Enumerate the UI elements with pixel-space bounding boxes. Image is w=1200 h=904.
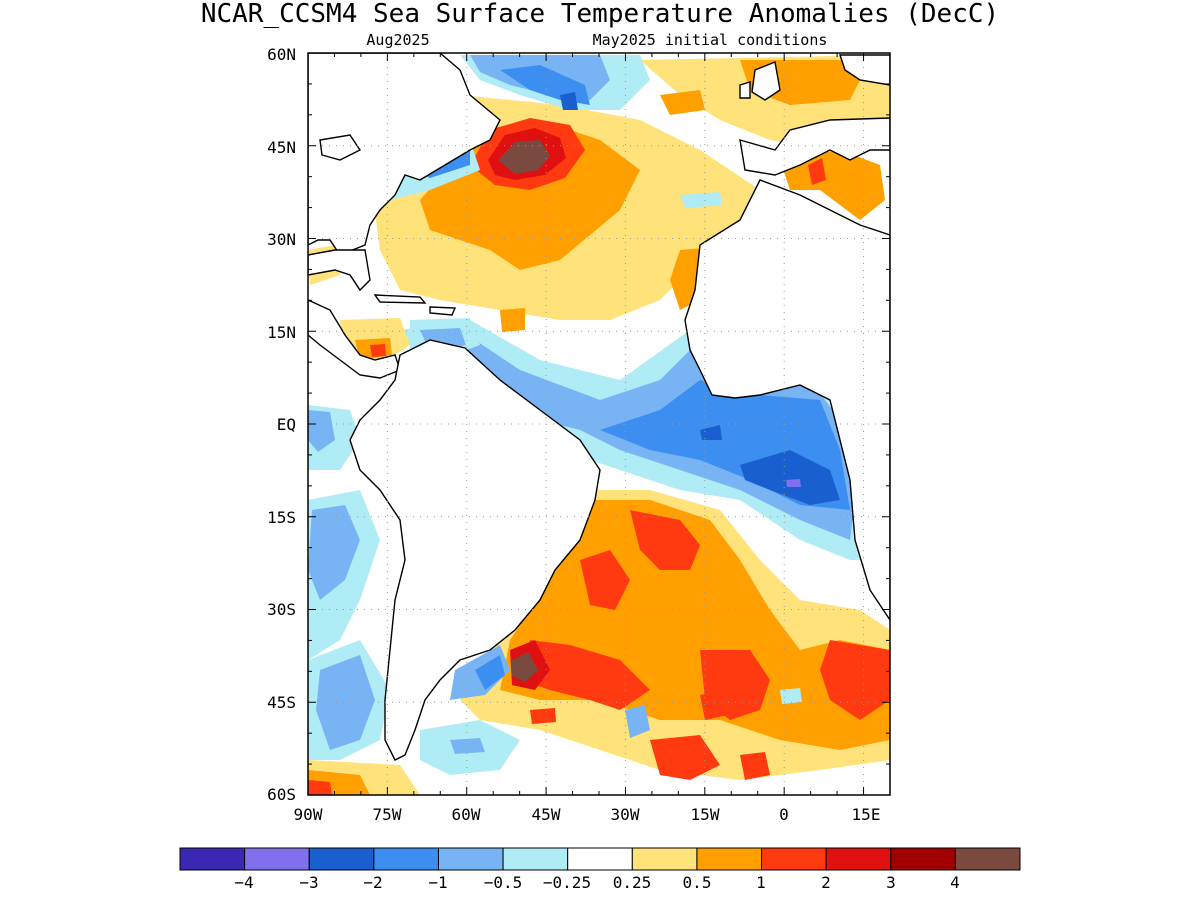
colorbar-label: 1 bbox=[756, 873, 766, 892]
lon-axis: 90W 75W 60W 45W 30W 15W 0 15E bbox=[294, 805, 881, 824]
lon-label: 60W bbox=[452, 805, 481, 824]
colorbar-label: −4 bbox=[234, 873, 253, 892]
lat-label: 30N bbox=[267, 230, 296, 249]
lat-label: 15S bbox=[267, 508, 296, 527]
lat-label: 45N bbox=[267, 138, 296, 157]
lon-label: 75W bbox=[373, 805, 402, 824]
colorbar-swatch bbox=[567, 847, 633, 871]
lon-label: 90W bbox=[294, 805, 323, 824]
target-month-label: Aug2025 bbox=[366, 31, 429, 49]
colorbar-swatch bbox=[179, 847, 246, 871]
lon-label: 45W bbox=[532, 805, 561, 824]
lat-label: 30S bbox=[267, 600, 296, 619]
colorbar-label: −2 bbox=[363, 873, 382, 892]
lon-label: 0 bbox=[779, 805, 789, 824]
colorbar-swatch bbox=[373, 847, 439, 871]
map-title: NCAR_CCSM4 Sea Surface Temperature Anoma… bbox=[201, 0, 999, 29]
land bbox=[308, 53, 890, 761]
colorbar-labels: −4 −3 −2 −1 −0.5 −0.25 0.25 0.5 1 2 3 4 bbox=[234, 873, 959, 892]
lon-label: 15E bbox=[852, 805, 881, 824]
colorbar-swatch bbox=[761, 847, 827, 871]
lat-label: 60S bbox=[267, 785, 296, 804]
colorbar-label: 2 bbox=[821, 873, 831, 892]
colorbar-label: 4 bbox=[950, 873, 960, 892]
colorbar-swatch bbox=[631, 847, 698, 871]
colorbar-label: 3 bbox=[886, 873, 896, 892]
colorbar-swatch bbox=[696, 847, 763, 871]
colorbar-swatch bbox=[437, 847, 504, 871]
lat-axis: 60N 45N 30N 15N EQ 15S 30S 45S 60S bbox=[267, 45, 296, 804]
colorbar-swatch bbox=[890, 847, 956, 871]
colorbar-label: 0.25 bbox=[613, 873, 652, 892]
map-content bbox=[308, 53, 890, 795]
colorbar bbox=[179, 847, 1021, 871]
lon-label: 15W bbox=[691, 805, 720, 824]
colorbar-label: 0.5 bbox=[683, 873, 712, 892]
colorbar-swatch bbox=[502, 847, 569, 871]
colorbar-label: −1 bbox=[428, 873, 447, 892]
colorbar-label: −0.25 bbox=[543, 873, 591, 892]
lat-label: 15N bbox=[267, 323, 296, 342]
lat-label: EQ bbox=[277, 415, 296, 434]
init-conditions-label: May2025 initial conditions bbox=[593, 31, 828, 49]
lat-label: 60N bbox=[267, 45, 296, 64]
colorbar-label: −3 bbox=[299, 873, 318, 892]
axis-ticks bbox=[307, 52, 891, 796]
colorbar-label: −0.5 bbox=[484, 873, 523, 892]
colorbar-swatch bbox=[244, 847, 310, 871]
grid-lines bbox=[308, 53, 890, 795]
colorbar-swatch bbox=[825, 847, 892, 871]
lat-label: 45S bbox=[267, 693, 296, 712]
colorbar-swatch bbox=[954, 847, 1021, 871]
lon-label: 30W bbox=[611, 805, 640, 824]
colorbar-swatch bbox=[308, 847, 375, 871]
